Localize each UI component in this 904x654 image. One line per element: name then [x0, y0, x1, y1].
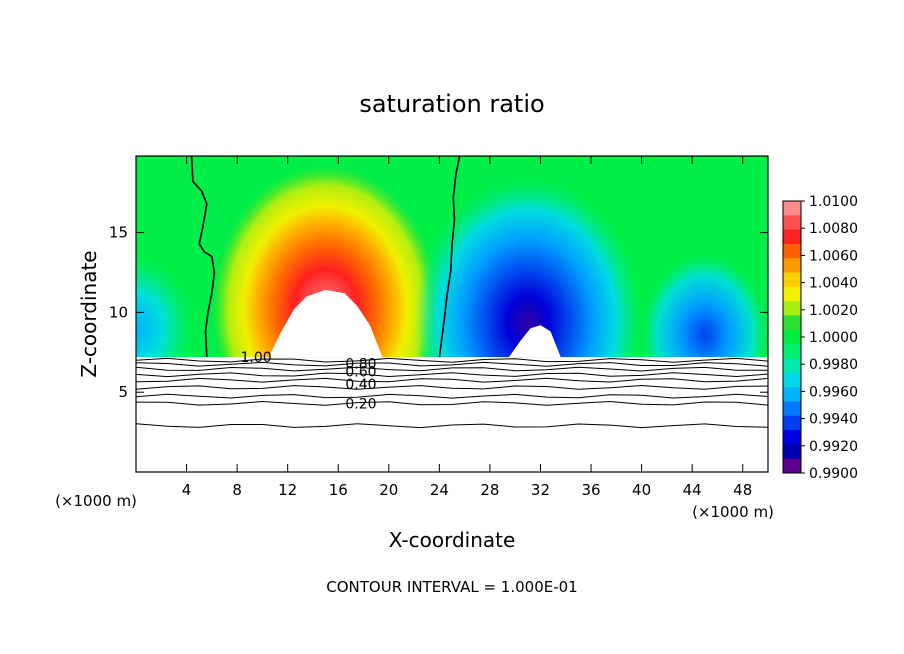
colorbar-swatch — [783, 243, 801, 259]
contour-interval-note: CONTOUR INTERVAL = 1.000E-01 — [326, 578, 577, 596]
colorbar-label: 1.0060 — [809, 248, 858, 264]
plot-frame — [135, 155, 769, 473]
colorbar-label: 0.9920 — [809, 439, 858, 455]
contour-label: 0.40 — [345, 377, 376, 393]
colorbar-label: 0.9960 — [809, 384, 858, 400]
x-tick-label: 20 — [379, 481, 398, 499]
x-tick-label: 4 — [182, 481, 192, 499]
above-range-region — [268, 290, 383, 358]
contour-label: 1.00 — [240, 350, 271, 366]
colorbar-swatch — [783, 329, 801, 345]
colorbar-swatch — [783, 201, 801, 216]
contour-label: 0.60 — [345, 364, 376, 380]
x-tick-label: 44 — [683, 481, 702, 499]
colorbar-label: 1.0100 — [809, 194, 858, 210]
plot-area: 1.00 0.800.600.40 0.20 — [136, 156, 768, 472]
colorbar-label: 1.0000 — [809, 330, 858, 346]
colorbar-label: 0.9900 — [809, 466, 858, 482]
contour-label: 0.20 — [345, 396, 376, 412]
colorbar-swatch — [783, 358, 801, 374]
below-range-region — [508, 325, 561, 358]
x-axis-ticks: 4 8 12 16 20 24 28 32 36 40 44 48 — [182, 156, 752, 499]
x-tick-label: 28 — [480, 481, 499, 499]
colorbar-swatch — [783, 286, 801, 302]
x-unit-label-left: (×1000 m) — [55, 492, 137, 510]
contour-line — [136, 377, 768, 383]
colorbar-swatch — [783, 258, 801, 274]
contour-1-00-right — [438, 156, 461, 358]
contour-lines: 1.00 0.800.600.40 0.20 — [136, 156, 768, 429]
colorbar-swatch — [783, 430, 801, 445]
x-tick-label: 24 — [430, 481, 449, 499]
contour-line — [136, 384, 768, 390]
colorbar-swatch — [783, 372, 801, 388]
x-tick-label: 16 — [329, 481, 348, 499]
colorbar-swatch — [783, 272, 801, 288]
chart-title: saturation ratio — [359, 90, 544, 118]
colorbar-label: 0.9980 — [809, 357, 858, 373]
x-tick-label: 12 — [278, 481, 297, 499]
colorbar-label: 1.0040 — [809, 276, 858, 292]
contour-line — [136, 393, 768, 399]
colorbar-swatch — [783, 458, 801, 474]
x-tick-label: 32 — [531, 481, 550, 499]
colorbar-swatch — [783, 315, 801, 331]
colorbar-swatch — [783, 444, 801, 460]
colorbar: 1.0100 1.0080 1.0060 1.0040 1.0020 1.0000 0.99… — [782, 194, 858, 482]
y-axis-label: Z-coordinate — [77, 250, 101, 377]
colorbar-swatch — [783, 215, 801, 231]
x-tick-label: 40 — [632, 481, 651, 499]
contour-line — [136, 372, 768, 378]
y-tick-label: 5 — [118, 383, 128, 401]
colorbar-swatch — [783, 344, 801, 359]
x-tick-label: 36 — [581, 481, 600, 499]
y-axis-ticks: 5 10 15 — [109, 224, 768, 401]
contour-line — [136, 423, 768, 429]
below-surface-region — [136, 357, 768, 472]
contour-line — [136, 357, 768, 363]
x-tick-label: 48 — [733, 481, 752, 499]
colorbar-swatch — [783, 401, 801, 417]
colorbar-swatch — [783, 387, 801, 402]
contour-label: 0.80 — [345, 356, 376, 372]
colorbar-swatch — [783, 301, 801, 317]
colorbar-swatch — [783, 229, 801, 245]
colorbar-label: 0.9940 — [809, 412, 858, 428]
x-tick-label: 8 — [232, 481, 242, 499]
y-tick-label: 15 — [109, 224, 128, 242]
y-tick-label: 10 — [109, 303, 128, 321]
colorbar-swatch — [783, 415, 801, 431]
contour-line — [136, 366, 768, 372]
colorbar-label: 1.0020 — [809, 303, 858, 319]
x-unit-label-right: (×1000 m) — [692, 503, 774, 521]
contour-line — [136, 361, 768, 367]
contour-1-00-left — [190, 156, 216, 358]
colorbar-label: 1.0080 — [809, 221, 858, 237]
x-axis-label: X-coordinate — [389, 528, 516, 552]
contour-line — [136, 400, 768, 406]
